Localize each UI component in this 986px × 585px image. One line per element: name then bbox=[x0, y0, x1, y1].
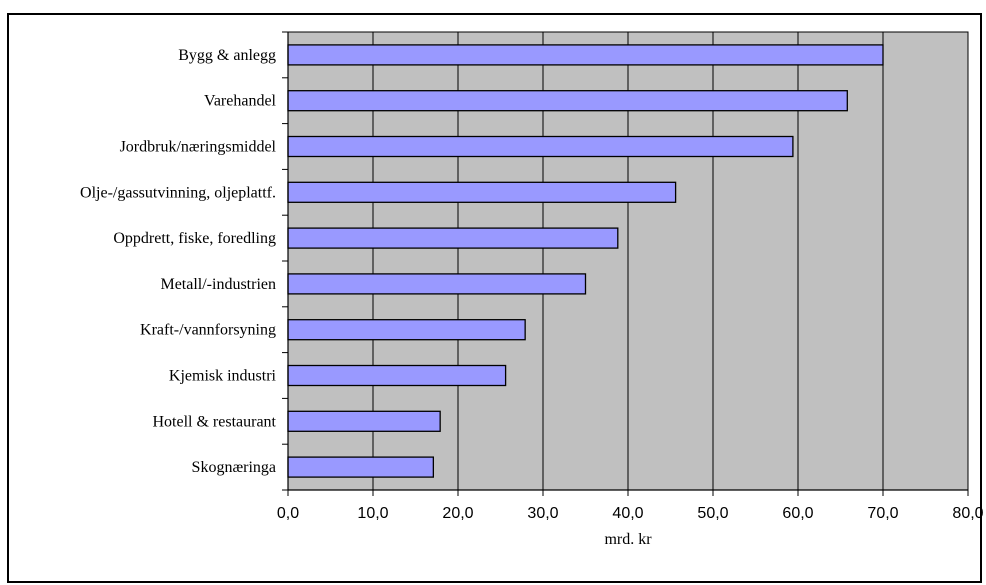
bar bbox=[287, 456, 435, 478]
x-tick-labels: 0,0 10,0 20,0 30,0 40,0 50,0 60,0 70,0 80,0 bbox=[277, 505, 984, 522]
x-tick-label: 20,0 bbox=[442, 505, 473, 522]
category-label: Oppdrett, fiske, foredling bbox=[113, 230, 276, 247]
bar bbox=[287, 319, 526, 341]
category-label: Kjemisk industri bbox=[169, 368, 277, 385]
category-label: Jordbruk/næringsmiddel bbox=[120, 139, 277, 156]
bar bbox=[287, 135, 794, 158]
x-tick-label: 0,0 bbox=[277, 505, 299, 522]
x-tick-label: 30,0 bbox=[527, 505, 558, 522]
x-tick-label: 80,0 bbox=[952, 505, 983, 522]
chart-frame: Bygg & anlegg Varehandel Jordbruk/næringsm… bbox=[7, 13, 984, 583]
bar bbox=[287, 181, 677, 203]
x-tick-label: 10,0 bbox=[357, 505, 388, 522]
x-tick-label: 50,0 bbox=[697, 505, 728, 522]
category-label: Skognæringa bbox=[192, 459, 276, 476]
category-label: Olje-/gassutvinning, oljeplattf. bbox=[80, 184, 276, 201]
x-tick-label: 40,0 bbox=[612, 505, 643, 522]
bar bbox=[287, 410, 441, 432]
category-label: Varehandel bbox=[204, 93, 277, 110]
bar-chart: Bygg & anlegg Varehandel Jordbruk/næringsm… bbox=[80, 31, 984, 548]
bar bbox=[287, 44, 884, 66]
bar bbox=[287, 90, 848, 112]
category-label: Metall/-industrien bbox=[160, 276, 276, 293]
category-label: Kraft-/vannforsyning bbox=[140, 322, 276, 339]
category-labels: Bygg & anlegg Varehandel Jordbruk/næringsm… bbox=[80, 47, 277, 476]
bar bbox=[287, 273, 587, 295]
category-label: Hotell & restaurant bbox=[152, 413, 276, 430]
bars bbox=[287, 44, 884, 478]
axes bbox=[282, 31, 969, 496]
x-axis-title: mrd. kr bbox=[604, 531, 652, 548]
x-tick-label: 70,0 bbox=[867, 505, 898, 522]
x-tick-label: 60,0 bbox=[782, 505, 813, 522]
bar bbox=[287, 227, 619, 249]
bar bbox=[287, 364, 507, 387]
category-label: Bygg & anlegg bbox=[178, 47, 276, 64]
